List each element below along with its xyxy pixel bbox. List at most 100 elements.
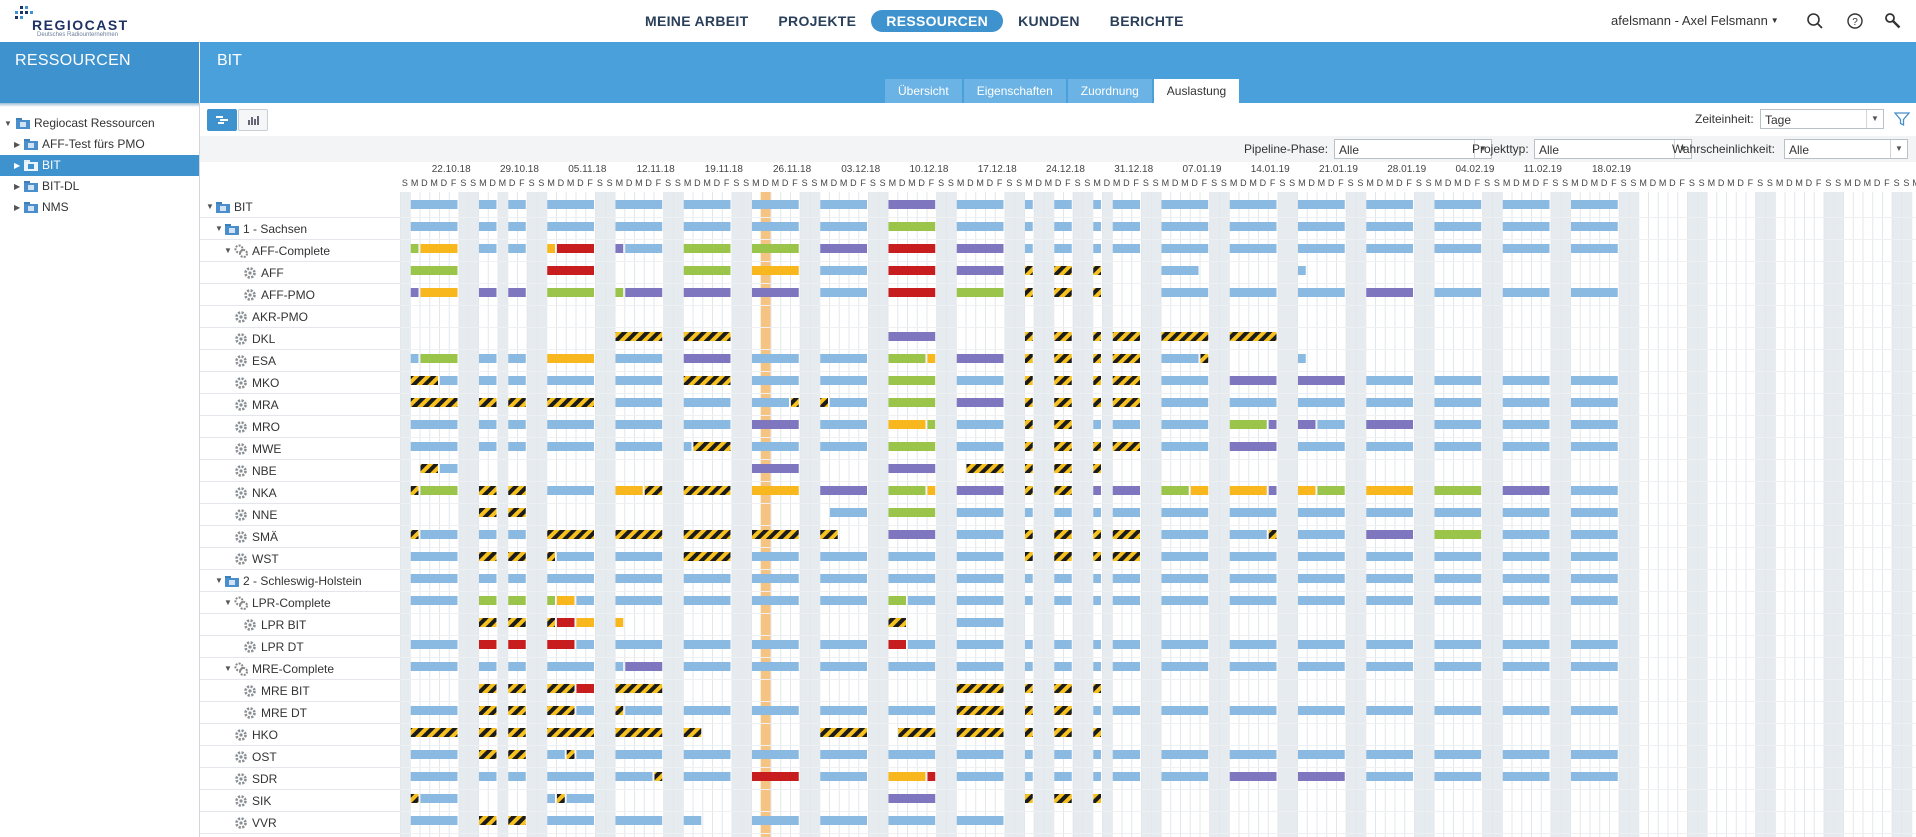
utilization-bar-blue[interactable] [615,662,624,671]
utilization-bar-blue[interactable] [1298,662,1345,671]
utilization-bar-blue[interactable] [1571,772,1618,781]
utilization-bar-purple[interactable] [1093,486,1101,495]
utilization-bar-blue[interactable] [547,442,594,451]
utilization-bar-purple[interactable] [683,354,731,363]
utilization-bar-hatch[interactable] [479,486,497,495]
utilization-bar-blue[interactable] [1366,640,1413,649]
utilization-bar-purple[interactable] [956,244,1004,253]
utilization-bar-hatch[interactable] [1054,794,1072,803]
utilization-bar-blue[interactable] [1054,772,1072,781]
utilization-bar-blue[interactable] [557,552,594,561]
utilization-bar-blue[interactable] [1434,640,1482,649]
utilization-bar-blue[interactable] [410,354,419,363]
utilization-bar-purple[interactable] [888,794,936,803]
utilization-bar-blue[interactable] [1366,552,1413,561]
tab-auslastung[interactable]: Auslastung [1153,79,1240,103]
utilization-bar-blue[interactable] [752,354,799,363]
utilization-bar-blue[interactable] [1161,574,1209,583]
utilization-bar-hatch[interactable] [956,728,1004,737]
gantt-tree-row[interactable]: ESA [200,350,400,372]
help-icon[interactable]: ? [1846,12,1864,30]
utilization-bar-blue[interactable] [547,772,594,781]
utilization-bar-hatch[interactable] [479,750,497,759]
utilization-bar-blue[interactable] [1112,420,1140,429]
utilization-bar-blue[interactable] [1434,222,1482,231]
utilization-bar-blue[interactable] [820,376,867,385]
utilization-bar-blue[interactable] [1025,200,1033,209]
utilization-bar-blue[interactable] [956,574,1004,583]
utilization-bar-blue[interactable] [888,574,936,583]
utilization-bar-hatch[interactable] [683,530,731,539]
utilization-bar-blue[interactable] [752,662,799,671]
utilization-bar-blue[interactable] [1093,420,1101,429]
utilization-bar-blue[interactable] [1571,244,1618,253]
utilization-bar-blue[interactable] [1502,200,1550,209]
utilization-bar-blue[interactable] [1571,662,1618,671]
utilization-bar-blue[interactable] [1025,508,1033,517]
utilization-bar-blue[interactable] [547,376,594,385]
utilization-bar-yellow[interactable] [547,354,594,363]
utilization-bar-blue[interactable] [820,574,867,583]
utilization-bar-hatch[interactable] [1054,288,1072,297]
utilization-bar-blue[interactable] [956,640,1004,649]
utilization-bar-blue[interactable] [1298,244,1345,253]
utilization-bar-blue[interactable] [956,200,1004,209]
gantt-tree-row[interactable]: LPR BIT [200,614,400,636]
utilization-bar-hatch[interactable] [479,552,497,561]
utilization-bar-red[interactable] [888,266,936,275]
utilization-bar-blue[interactable] [1571,508,1618,517]
utilization-bar-blue[interactable] [1112,200,1140,209]
utilization-bar-blue[interactable] [908,596,936,605]
utilization-bar-blue[interactable] [820,552,867,561]
utilization-bar-blue[interactable] [1298,640,1345,649]
utilization-bar-blue[interactable] [1571,222,1618,231]
utilization-bar-blue[interactable] [615,420,663,429]
utilization-bar-blue[interactable] [1434,442,1482,451]
utilization-bar-hatch[interactable] [479,728,497,737]
collapsed-triangle-icon[interactable]: ▶ [14,182,21,191]
utilization-bar-blue[interactable] [956,596,1004,605]
utilization-bar-green[interactable] [888,354,926,363]
utilization-bar-hatch[interactable] [508,508,526,517]
utilization-bar-hatch[interactable] [654,772,663,781]
utilization-bar-hatch[interactable] [508,618,526,627]
utilization-bar-green[interactable] [508,596,526,605]
utilization-bar-hatch[interactable] [1054,728,1072,737]
utilization-bar-blue[interactable] [1434,552,1482,561]
utilization-bar-blue[interactable] [1229,662,1277,671]
utilization-bar-blue[interactable] [1112,772,1140,781]
utilization-bar-blue[interactable] [1434,244,1482,253]
utilization-bar-hatch[interactable] [1093,266,1101,275]
utilization-bar-blue[interactable] [1502,772,1550,781]
utilization-bar-green[interactable] [752,244,799,253]
utilization-bar-blue[interactable] [1161,376,1209,385]
utilization-bar-blue[interactable] [683,662,731,671]
utilization-bar-purple[interactable] [1268,420,1277,429]
utilization-bar-blue[interactable] [479,442,497,451]
utilization-bar-blue[interactable] [683,442,692,451]
utilization-bar-blue[interactable] [479,376,497,385]
utilization-bar-blue[interactable] [683,596,731,605]
utilization-bar-hatch[interactable] [1054,354,1072,363]
utilization-bar-hatch[interactable] [479,508,497,517]
utilization-bar-hatch[interactable] [1112,398,1140,407]
utilization-bar-red[interactable] [547,266,594,275]
utilization-bar-blue[interactable] [1298,222,1345,231]
utilization-bar-blue[interactable] [820,266,867,275]
utilization-bar-blue[interactable] [1093,574,1101,583]
utilization-bar-hatch[interactable] [508,552,526,561]
gantt-tree-row[interactable]: MRE BIT [200,680,400,702]
utilization-bar-hatch[interactable] [956,706,1004,715]
utilization-bar-hatch[interactable] [1025,288,1033,297]
utilization-bar-blue[interactable] [615,816,663,825]
utilization-bar-blue[interactable] [1229,640,1277,649]
utilization-bar-blue[interactable] [1112,244,1140,253]
utilization-bar-hatch[interactable] [683,486,731,495]
utilization-bar-purple[interactable] [1229,772,1277,781]
utilization-bar-hatch[interactable] [956,684,1004,693]
utilization-bar-hatch[interactable] [1112,354,1140,363]
utilization-bar-blue[interactable] [820,200,867,209]
utilization-bar-hatch[interactable] [1093,728,1101,737]
utilization-bar-blue[interactable] [683,398,731,407]
expanded-triangle-icon[interactable]: ▼ [4,119,12,128]
